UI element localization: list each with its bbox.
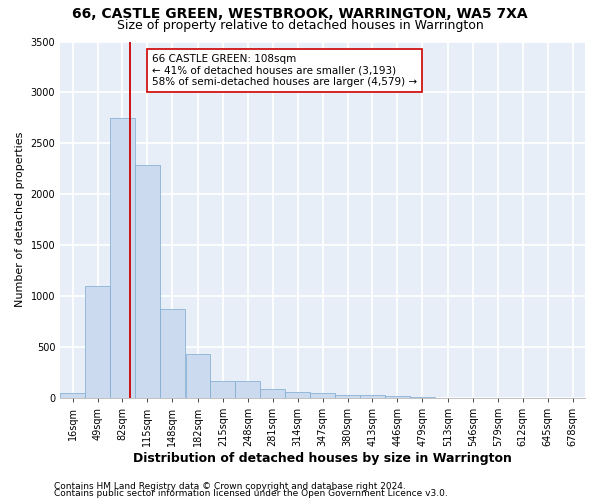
Bar [85, 286, 110, 398]
Bar [385, 396, 410, 398]
Bar [185, 354, 211, 398]
Bar [211, 380, 235, 398]
Bar [360, 396, 385, 398]
Text: Size of property relative to detached houses in Warrington: Size of property relative to detached ho… [116, 19, 484, 32]
Y-axis label: Number of detached properties: Number of detached properties [15, 132, 25, 308]
Bar [310, 393, 335, 398]
X-axis label: Distribution of detached houses by size in Warrington: Distribution of detached houses by size … [133, 452, 512, 465]
Bar [235, 381, 260, 398]
Text: 66, CASTLE GREEN, WESTBROOK, WARRINGTON, WA5 7XA: 66, CASTLE GREEN, WESTBROOK, WARRINGTON,… [72, 8, 528, 22]
Bar [335, 395, 360, 398]
Bar [160, 310, 185, 398]
Text: 66 CASTLE GREEN: 108sqm
← 41% of detached houses are smaller (3,193)
58% of semi: 66 CASTLE GREEN: 108sqm ← 41% of detache… [152, 54, 417, 87]
Text: Contains HM Land Registry data © Crown copyright and database right 2024.: Contains HM Land Registry data © Crown c… [54, 482, 406, 491]
Bar [135, 165, 160, 398]
Bar [285, 392, 310, 398]
Bar [410, 397, 435, 398]
Bar [110, 118, 135, 398]
Bar [60, 393, 85, 398]
Bar [260, 389, 285, 398]
Text: Contains public sector information licensed under the Open Government Licence v3: Contains public sector information licen… [54, 490, 448, 498]
